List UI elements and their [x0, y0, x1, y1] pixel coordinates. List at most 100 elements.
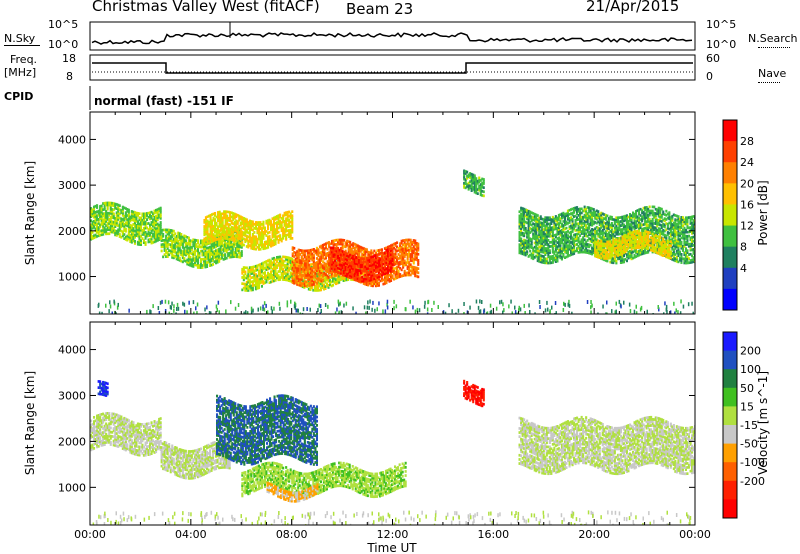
- range-cell: [588, 233, 591, 236]
- range-cell: [383, 266, 386, 269]
- range-cell: [320, 265, 323, 268]
- range-cell: [94, 215, 97, 218]
- range-cell: [576, 206, 579, 209]
- range-cell: [545, 230, 548, 234]
- range-cell: [317, 277, 320, 280]
- range-cell: [592, 251, 595, 254]
- range-cell: [374, 264, 377, 268]
- range-cell: [209, 240, 212, 244]
- range-cell: [583, 248, 586, 252]
- range-cell: [273, 279, 276, 283]
- range-cell: [225, 244, 228, 248]
- range-cell: [344, 241, 347, 245]
- range-cell: [90, 233, 93, 237]
- range-cell: [283, 272, 286, 275]
- range-cell: [541, 242, 544, 246]
- range-cell: [186, 236, 189, 239]
- range-cell: [530, 242, 533, 245]
- range-cell: [130, 238, 133, 242]
- range-cell: [139, 226, 142, 230]
- range-cell: [112, 204, 115, 207]
- range-cell: [574, 220, 577, 224]
- range-cell: [400, 239, 403, 243]
- range-cell: [526, 233, 529, 237]
- range-cell: [574, 233, 577, 236]
- range-cell: [577, 207, 580, 211]
- range-cell: [559, 242, 562, 245]
- range-cell: [217, 213, 220, 216]
- range-cell: [294, 259, 297, 263]
- range-cell: [277, 222, 280, 226]
- range-cell: [385, 255, 388, 258]
- range-cell: [402, 264, 405, 267]
- range-cell: [535, 248, 538, 252]
- range-cell: [523, 209, 526, 213]
- range-cell: [573, 215, 576, 218]
- range-cell: [541, 244, 544, 248]
- range-cell: [133, 229, 136, 233]
- range-cell: [406, 265, 409, 269]
- range-cell: [376, 267, 379, 271]
- range-cell: [190, 239, 193, 243]
- range-cell: [221, 212, 224, 216]
- range-cell: [251, 269, 254, 273]
- range-cell: [254, 267, 257, 270]
- range-cell: [556, 255, 559, 259]
- range-cell: [274, 268, 277, 272]
- range-cell: [224, 218, 227, 222]
- range-cell: [267, 271, 270, 275]
- range-cell: [580, 207, 583, 211]
- range-cell: [565, 232, 568, 236]
- range-cell: [548, 218, 551, 222]
- freq-label: Freq.: [10, 53, 38, 66]
- range-cell: [547, 243, 550, 246]
- range-cell: [260, 264, 263, 268]
- range-cell: [475, 191, 478, 195]
- range-cell: [556, 231, 559, 234]
- range-cell: [260, 243, 263, 247]
- range-cell: [560, 255, 563, 259]
- range-cell: [377, 251, 380, 254]
- range-cell: [124, 211, 127, 214]
- range-cell: [362, 251, 365, 254]
- range-cell: [394, 262, 397, 266]
- range-cell: [139, 235, 142, 238]
- range-cell: [228, 245, 231, 249]
- range-cell: [529, 223, 532, 226]
- range-cell: [585, 234, 588, 238]
- range-cell: [247, 243, 250, 247]
- range-cell: [158, 238, 161, 241]
- range-cell: [391, 245, 394, 249]
- range-cell: [548, 245, 551, 248]
- range-cell: [371, 282, 374, 286]
- range-cell: [118, 224, 121, 228]
- range-cell: [317, 264, 320, 268]
- range-cell: [591, 221, 594, 225]
- range-cell: [341, 275, 344, 279]
- range-cell: [539, 248, 542, 251]
- range-cell: [344, 249, 347, 253]
- range-cell: [417, 263, 420, 266]
- range-cell: [124, 229, 127, 233]
- range-cell: [181, 256, 184, 260]
- range-cell: [123, 227, 126, 230]
- range-cell: [319, 288, 322, 292]
- range-cell: [374, 278, 377, 281]
- range-cell: [544, 240, 547, 244]
- range-cell: [219, 257, 222, 260]
- range-cell: [362, 249, 365, 252]
- range-cell: [403, 247, 406, 250]
- range-cell: [183, 236, 186, 240]
- range-cell: [283, 255, 286, 259]
- range-cell: [341, 258, 344, 261]
- range-cell: [259, 231, 262, 235]
- range-cell: [518, 210, 521, 214]
- range-cell: [592, 210, 595, 213]
- range-cell: [224, 224, 227, 228]
- range-cell: [376, 263, 379, 267]
- range-cell: [376, 280, 379, 283]
- range-cell: [223, 216, 226, 220]
- range-cell: [329, 271, 332, 274]
- range-cell: [244, 289, 247, 292]
- range-cell: [168, 243, 171, 246]
